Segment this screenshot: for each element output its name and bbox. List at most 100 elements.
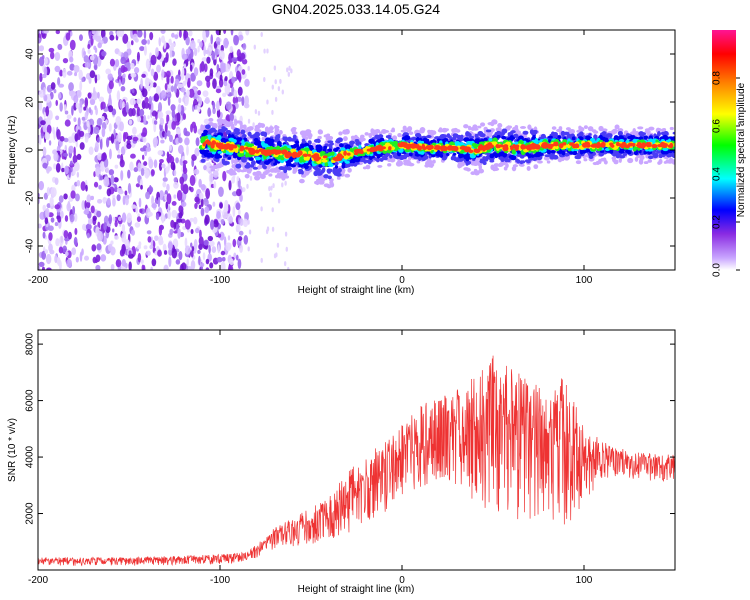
ridge-blob (497, 163, 504, 167)
ridge-blob (204, 149, 210, 153)
noise-blob (223, 30, 227, 35)
noise-blob (143, 30, 147, 40)
noise-blob (260, 257, 263, 263)
noise-blob (121, 223, 126, 233)
noise-blob (98, 184, 102, 190)
noise-blob (229, 112, 235, 122)
noise-blob (190, 249, 194, 258)
ridge-blob (613, 159, 619, 165)
ridge-blob (255, 170, 262, 176)
noise-blob (115, 59, 120, 68)
ridge-blob (273, 154, 279, 158)
ridge-blob (611, 156, 617, 160)
ridge-blob (593, 130, 599, 134)
noise-blob (198, 178, 202, 188)
noise-blob (216, 41, 221, 46)
noise-blob (79, 100, 83, 108)
ridge-blob (437, 128, 444, 133)
noise-blob (46, 267, 52, 270)
ridge-blob (612, 153, 617, 157)
noise-blob (66, 70, 73, 76)
ridge-blob (662, 127, 667, 132)
ridge-blob (470, 171, 476, 176)
noise-blob (148, 95, 153, 105)
ridge-blob (472, 160, 479, 166)
ridge-blob (293, 168, 298, 173)
ridge-blob (598, 125, 604, 132)
noise-blob (268, 186, 271, 192)
noise-blob (59, 69, 63, 77)
noise-blob (141, 132, 147, 137)
ridge-blob (444, 128, 449, 132)
noise-blob (223, 236, 227, 247)
noise-blob (71, 105, 74, 116)
noise-blob (269, 192, 272, 198)
ridge-blob (231, 164, 237, 169)
ridge-blob (235, 163, 242, 169)
ridge-blob (465, 160, 472, 165)
noise-blob (162, 60, 166, 67)
noise-blob (220, 250, 226, 256)
ridge-blob (625, 149, 629, 153)
noise-blob (100, 254, 107, 262)
noise-blob (231, 176, 236, 184)
noise-blob (43, 66, 48, 77)
noise-blob (169, 228, 174, 235)
noise-blob (145, 146, 152, 152)
noise-blob (145, 191, 151, 200)
noise-blob (50, 187, 57, 198)
noise-blob (76, 179, 81, 187)
noise-blob (150, 266, 153, 270)
noise-blob (89, 124, 94, 136)
noise-blob (208, 244, 211, 254)
ridge-blob (458, 137, 465, 141)
noise-blob (147, 236, 152, 243)
ridge-blob (454, 157, 459, 161)
noise-blob (81, 77, 85, 83)
noise-blob (154, 235, 159, 242)
ridge-blob (224, 120, 229, 124)
noise-blob (131, 204, 137, 209)
ridge-blob (428, 160, 433, 164)
noise-blob (238, 230, 244, 236)
noise-blob (168, 248, 173, 256)
noise-blob (141, 154, 145, 160)
noise-blob (121, 212, 127, 223)
noise-blob (165, 201, 168, 210)
ridge-blob (546, 160, 551, 164)
noise-blob (136, 216, 142, 222)
noise-blob (41, 250, 47, 260)
noise-blob (89, 98, 96, 106)
noise-blob (160, 35, 165, 43)
noise-blob (114, 235, 119, 240)
noise-blob (136, 51, 140, 62)
noise-blob (89, 70, 96, 79)
noise-blob (197, 249, 201, 254)
ridge-blob (315, 168, 321, 173)
noise-blob (204, 75, 211, 82)
ridge-blob (364, 132, 369, 136)
ridge-blob (618, 157, 622, 163)
ridge-blob (298, 170, 302, 175)
noise-blob (108, 80, 114, 90)
ridge-blob (327, 168, 333, 173)
noise-blob (41, 266, 45, 270)
noise-blob (173, 169, 177, 177)
noise-blob (116, 30, 121, 38)
ridge-blob (304, 147, 309, 152)
noise-blob (186, 145, 189, 156)
noise-blob (244, 95, 249, 107)
noise-blob (152, 137, 159, 147)
noise-blob (105, 137, 110, 148)
ridge-blob (211, 123, 218, 129)
ridge-blob (303, 132, 309, 136)
ridge-blob (248, 126, 254, 131)
noise-blob (119, 249, 125, 257)
noise-blob (204, 99, 211, 104)
noise-blob (219, 231, 225, 241)
ridge-blob (638, 159, 644, 165)
noise-blob (53, 163, 57, 170)
ridge-blob (269, 138, 275, 144)
noise-blob (212, 101, 216, 110)
noise-blob (199, 192, 204, 200)
